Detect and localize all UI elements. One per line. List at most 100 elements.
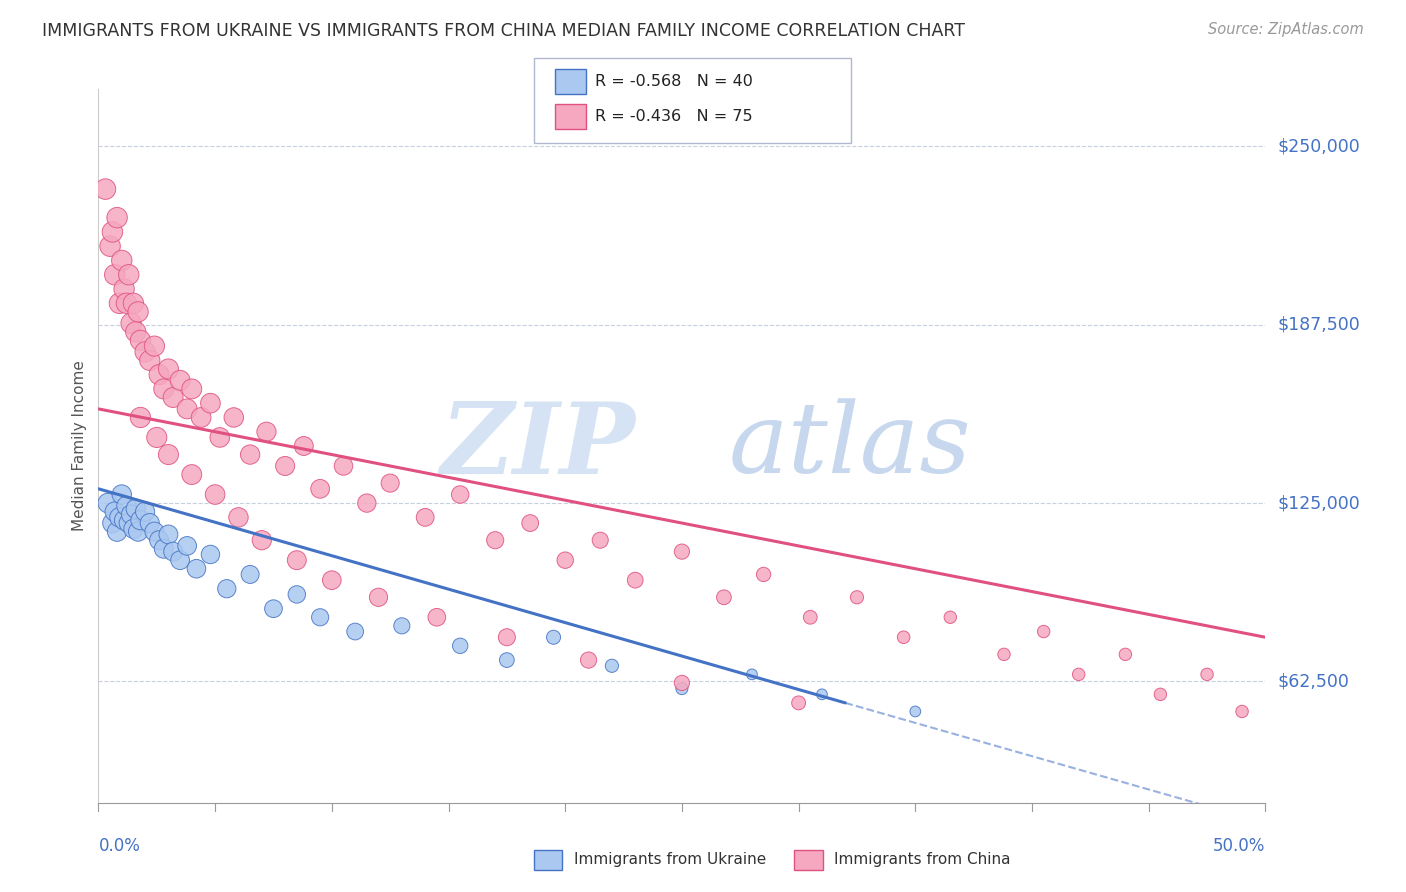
Point (413, 510, 436, 524)
Point (600, 658, 623, 673)
Point (519, 516, 541, 530)
Point (118, 268, 141, 282)
Point (495, 630, 517, 644)
Point (143, 339, 166, 353)
Point (554, 553, 576, 567)
Point (391, 619, 413, 633)
Point (125, 325, 148, 339)
Point (190, 410, 212, 425)
Point (143, 524, 166, 539)
Point (262, 601, 284, 615)
Point (134, 344, 156, 359)
Point (309, 482, 332, 496)
Point (215, 582, 238, 596)
Point (101, 225, 124, 239)
Point (118, 516, 141, 530)
Point (671, 544, 693, 558)
Point (321, 573, 343, 587)
Point (134, 505, 156, 519)
Y-axis label: Median Family Income: Median Family Income (72, 360, 87, 532)
Point (157, 448, 180, 462)
Point (125, 501, 148, 516)
Point (112, 513, 135, 527)
Point (449, 487, 471, 501)
Point (344, 624, 367, 639)
Point (799, 610, 821, 624)
Point (274, 458, 297, 473)
Point (624, 573, 647, 587)
Point (1149, 687, 1171, 701)
Text: ZIP: ZIP (440, 398, 636, 494)
Text: Source: ZipAtlas.com: Source: ZipAtlas.com (1208, 22, 1364, 37)
Point (893, 630, 915, 644)
Point (104, 505, 127, 519)
Text: atlas: atlas (728, 399, 972, 493)
Point (367, 591, 389, 605)
Text: $250,000: $250,000 (1277, 137, 1360, 155)
Point (157, 362, 180, 376)
Point (111, 253, 134, 268)
Point (239, 567, 262, 582)
Point (97, 496, 120, 510)
Point (449, 639, 471, 653)
Text: $125,000: $125,000 (1277, 494, 1360, 512)
Point (115, 296, 138, 310)
Point (180, 467, 202, 482)
Point (495, 653, 517, 667)
Text: Immigrants from Ukraine: Immigrants from Ukraine (574, 853, 766, 867)
Point (108, 296, 131, 310)
Point (204, 487, 226, 501)
Point (127, 524, 149, 539)
Point (671, 676, 693, 690)
Point (578, 653, 600, 667)
Point (845, 591, 868, 605)
Point (169, 553, 191, 567)
Point (1067, 667, 1090, 681)
Point (176, 401, 198, 416)
Point (222, 410, 245, 425)
Text: 50.0%: 50.0% (1213, 837, 1265, 855)
Point (1114, 648, 1136, 662)
Point (122, 296, 145, 310)
Point (1230, 705, 1253, 719)
Text: $187,500: $187,500 (1277, 316, 1360, 334)
Point (309, 610, 332, 624)
Text: Immigrants from China: Immigrants from China (834, 853, 1011, 867)
Point (127, 305, 149, 319)
Point (543, 630, 565, 644)
Point (250, 533, 273, 548)
Point (112, 282, 135, 296)
Point (122, 522, 145, 536)
Point (129, 334, 152, 348)
Point (94, 182, 117, 196)
Point (162, 391, 184, 405)
Point (98, 239, 121, 253)
Point (120, 508, 142, 522)
Point (162, 544, 184, 558)
Point (904, 705, 927, 719)
Point (186, 562, 208, 576)
Point (139, 353, 162, 368)
Point (200, 548, 222, 562)
Point (292, 439, 315, 453)
Point (208, 430, 231, 444)
Point (239, 448, 262, 462)
Point (811, 687, 834, 701)
Point (148, 533, 170, 548)
Point (741, 667, 763, 681)
Point (787, 696, 810, 710)
Point (671, 681, 693, 696)
Point (120, 316, 142, 330)
Point (129, 513, 152, 527)
Point (148, 368, 170, 382)
Point (228, 510, 250, 524)
Point (285, 587, 308, 601)
Point (256, 425, 278, 439)
Text: 0.0%: 0.0% (98, 837, 141, 855)
Point (939, 610, 962, 624)
Point (157, 527, 180, 541)
Point (993, 648, 1015, 662)
Point (101, 516, 124, 530)
Text: $62,500: $62,500 (1277, 673, 1348, 690)
Point (108, 510, 131, 524)
